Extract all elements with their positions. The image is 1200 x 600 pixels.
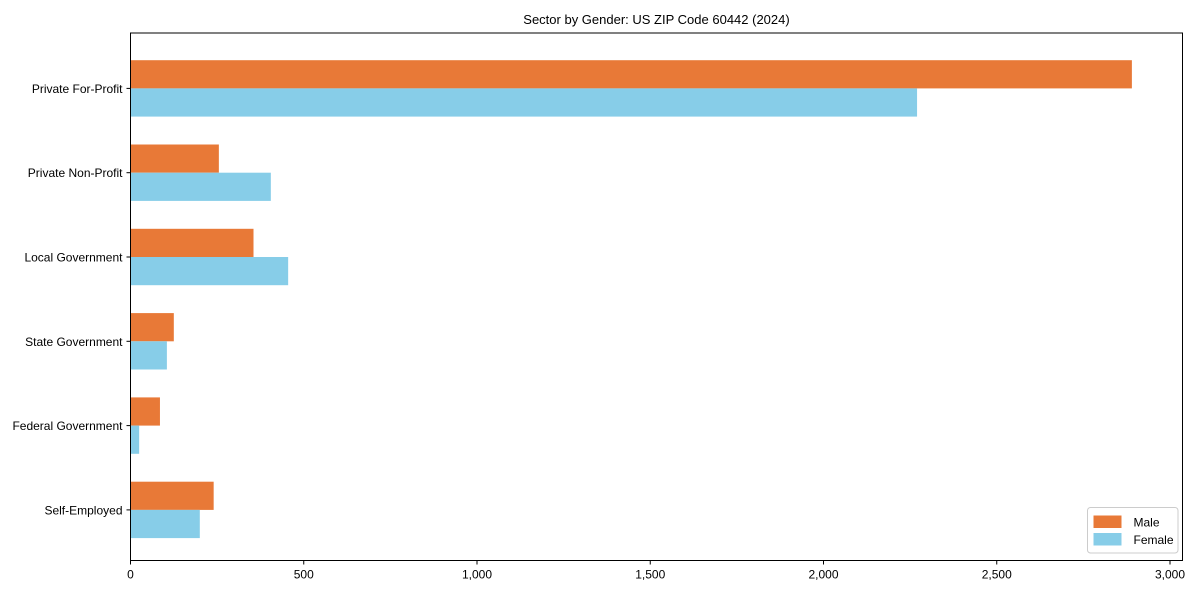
- x-tick-label: 1,500: [635, 568, 665, 582]
- bar-female-private-for-profit: [130, 88, 918, 117]
- legend-label-male: Male: [1134, 516, 1160, 530]
- category-label-state-government: State Government: [25, 335, 123, 349]
- x-tick-label: 1,000: [462, 568, 492, 582]
- x-tick-label: 2,500: [982, 568, 1012, 582]
- bar-male-private-for-profit: [130, 60, 1132, 89]
- category-label-self-employed: Self-Employed: [44, 503, 122, 517]
- bar-male-private-non-profit: [130, 144, 219, 173]
- chart-title: Sector by Gender: US ZIP Code 60442 (202…: [523, 12, 790, 27]
- plot-border: [130, 32, 1183, 561]
- category-label-private-for-profit: Private For-Profit: [32, 82, 123, 96]
- category-label-local-government: Local Government: [24, 251, 123, 265]
- legend-label-female: Female: [1134, 533, 1174, 547]
- bar-female-local-government: [130, 257, 289, 286]
- category-label-private-non-profit: Private Non-Profit: [28, 166, 123, 180]
- x-tick-label: 500: [294, 568, 314, 582]
- x-tick-label: 3,000: [1155, 568, 1185, 582]
- bar-female-state-government: [130, 341, 167, 370]
- x-tick-label: 0: [127, 568, 134, 582]
- bar-female-self-employed: [130, 509, 200, 539]
- legend-swatch-male: [1093, 515, 1122, 528]
- bar-female-federal-government: [130, 425, 140, 454]
- bar-male-state-government: [130, 313, 174, 342]
- bar-male-local-government: [130, 228, 254, 257]
- category-label-federal-government: Federal Government: [12, 419, 123, 433]
- bar-female-private-non-profit: [130, 172, 271, 201]
- bar-male-self-employed: [130, 481, 214, 510]
- x-tick-label: 2,000: [808, 568, 838, 582]
- bar-male-federal-government: [130, 397, 160, 426]
- legend-swatch-female: [1093, 533, 1122, 546]
